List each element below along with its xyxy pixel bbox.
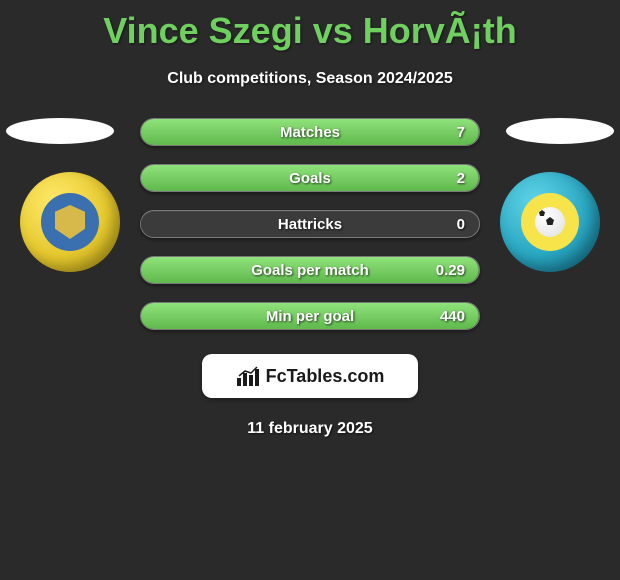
stat-row-mpg: Min per goal 440 [140, 302, 480, 330]
right-player-marker [506, 118, 614, 144]
stats-list: Matches 7 Goals 2 Hattricks 0 Goals per … [140, 118, 480, 330]
stat-row-goals: Goals 2 [140, 164, 480, 192]
stat-row-gpm: Goals per match 0.29 [140, 256, 480, 284]
stat-row-hattricks: Hattricks 0 [140, 210, 480, 238]
stat-value: 440 [440, 303, 465, 329]
stat-value: 2 [457, 165, 465, 191]
brand-text: FcTables.com [266, 366, 385, 387]
stat-fill [141, 303, 479, 329]
bar-chart-icon [236, 366, 260, 386]
left-club-badge [20, 172, 120, 272]
stat-fill [141, 165, 479, 191]
crest-icon [55, 205, 85, 239]
stat-value: 7 [457, 119, 465, 145]
stat-fill [141, 211, 142, 237]
stat-value: 0 [457, 211, 465, 237]
stat-value: 0.29 [436, 257, 465, 283]
left-club-inner [41, 193, 99, 251]
stat-row-matches: Matches 7 [140, 118, 480, 146]
football-icon [535, 207, 565, 237]
comparison-panel: Matches 7 Goals 2 Hattricks 0 Goals per … [0, 118, 620, 438]
left-player-marker [6, 118, 114, 144]
subtitle: Club competitions, Season 2024/2025 [0, 70, 620, 88]
page-title: Vince Szegi vs HorvÃ¡th [0, 0, 620, 52]
date-label: 11 february 2025 [0, 420, 620, 438]
right-club-badge [500, 172, 600, 272]
stat-fill [141, 257, 479, 283]
stat-label: Hattricks [141, 211, 479, 237]
stat-fill [141, 119, 479, 145]
right-club-inner [521, 193, 579, 251]
brand-link[interactable]: FcTables.com [202, 354, 418, 398]
